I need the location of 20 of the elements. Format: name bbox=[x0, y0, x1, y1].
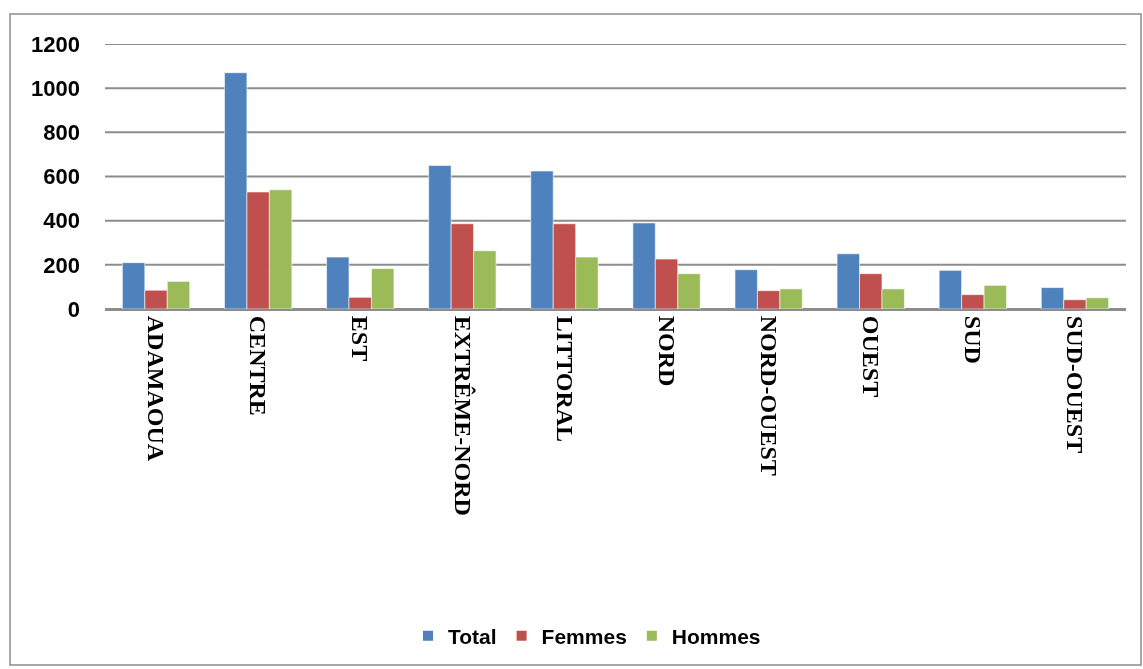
x-tick-label: CENTRE bbox=[245, 315, 272, 416]
legend-label: Total bbox=[448, 624, 497, 648]
y-tick-label: 0 bbox=[67, 296, 80, 322]
x-tick-label: SUD-OUEST bbox=[1062, 315, 1089, 454]
legend-label: Femmes bbox=[541, 624, 627, 648]
legend-label: Hommes bbox=[671, 624, 761, 648]
y-tick-label: 400 bbox=[43, 208, 80, 234]
x-tick-label: NORD-OUEST bbox=[755, 315, 782, 476]
x-tick-label: EXTRÊME-NORD bbox=[449, 315, 476, 516]
x-tick-label: ADAMAOUA bbox=[143, 315, 170, 462]
y-tick-label: 1000 bbox=[31, 75, 80, 101]
x-tick-label: OUEST bbox=[857, 315, 884, 398]
y-tick-label: 800 bbox=[43, 120, 80, 146]
x-tick-label: LITTORAL bbox=[551, 315, 578, 443]
x-tick-label: EST bbox=[347, 315, 374, 362]
y-tick-label: 200 bbox=[43, 252, 80, 278]
x-tick-label: SUD bbox=[960, 315, 987, 364]
x-tick-label: NORD bbox=[653, 315, 680, 387]
y-tick-label: 1200 bbox=[31, 31, 80, 57]
y-tick-label: 600 bbox=[43, 164, 80, 190]
